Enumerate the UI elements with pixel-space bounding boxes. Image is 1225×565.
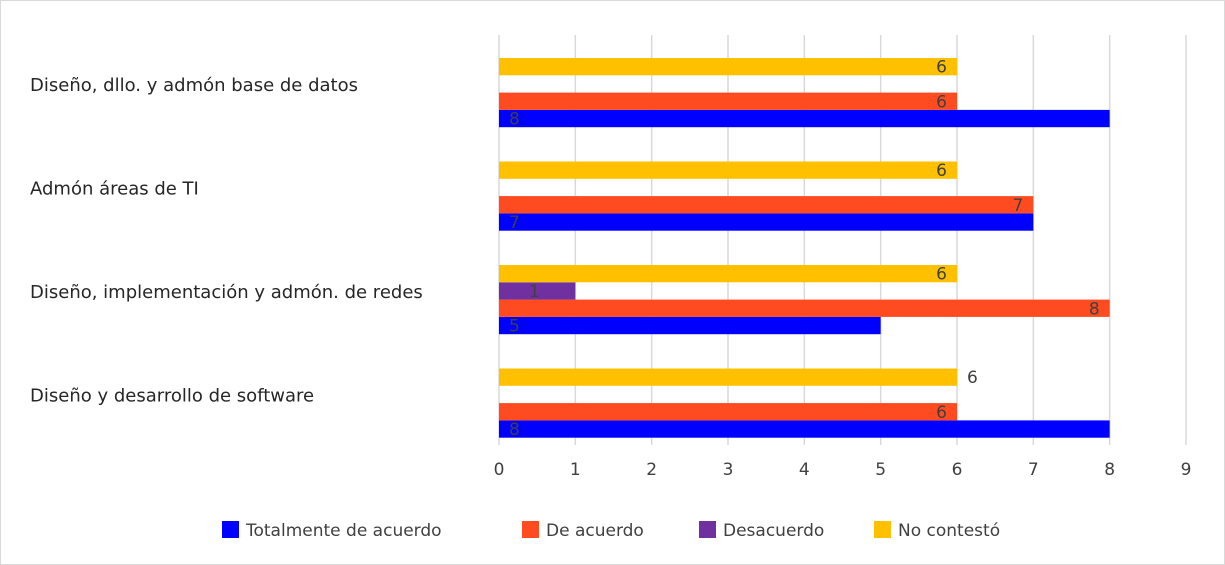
legend-label: Desacuerdo <box>723 521 824 541</box>
value-label: 7 <box>1013 196 1024 216</box>
bar <box>499 213 1034 231</box>
x-tick-label: 3 <box>723 460 734 480</box>
x-tick-label: 4 <box>799 460 810 480</box>
value-label: 5 <box>509 317 520 337</box>
bar <box>499 265 957 283</box>
legend-label: De acuerdo <box>546 521 644 541</box>
x-tick-label: 8 <box>1104 460 1115 480</box>
value-label: 6 <box>936 265 947 285</box>
category-label: Diseño, dllo. y admón base de datos <box>30 75 358 96</box>
bar <box>499 316 881 335</box>
value-label: 8 <box>509 420 520 440</box>
x-tick-label: 1 <box>570 460 581 480</box>
value-label: 6 <box>936 403 947 423</box>
category-label: Diseño y desarrollo de software <box>30 386 314 407</box>
bar <box>499 368 957 386</box>
x-tick-label: 9 <box>1181 460 1192 480</box>
legend-swatch <box>522 521 539 538</box>
category-label: Admón áreas de TI <box>30 179 199 200</box>
bar <box>499 161 957 179</box>
x-tick-label: 2 <box>646 460 657 480</box>
bar <box>499 109 1110 128</box>
x-tick-label: 0 <box>494 460 505 480</box>
bar <box>499 58 957 76</box>
x-tick-label: 5 <box>875 460 886 480</box>
bar <box>499 299 1110 317</box>
category-label: Diseño, implementación y admón. de redes <box>30 282 423 303</box>
x-tick-label: 6 <box>952 460 963 480</box>
value-label: 8 <box>509 110 520 130</box>
legend-label: No contestó <box>898 521 1000 541</box>
bar <box>499 420 1110 438</box>
bar <box>499 196 1034 214</box>
value-label: 6 <box>936 161 947 181</box>
legend-swatch <box>222 521 239 538</box>
x-tick-label: 7 <box>1028 460 1039 480</box>
value-label: 6 <box>936 92 947 112</box>
value-label: 1 <box>529 282 540 302</box>
value-label: 6 <box>967 368 978 388</box>
bar <box>499 92 957 110</box>
legend-swatch <box>699 521 716 538</box>
value-label: 7 <box>509 213 520 233</box>
value-label: 6 <box>936 58 947 78</box>
legend-label: Totalmente de acuerdo <box>245 521 442 541</box>
value-label: 8 <box>1089 299 1100 319</box>
bar <box>499 282 576 300</box>
bar <box>499 403 957 421</box>
legend-swatch <box>874 521 891 538</box>
